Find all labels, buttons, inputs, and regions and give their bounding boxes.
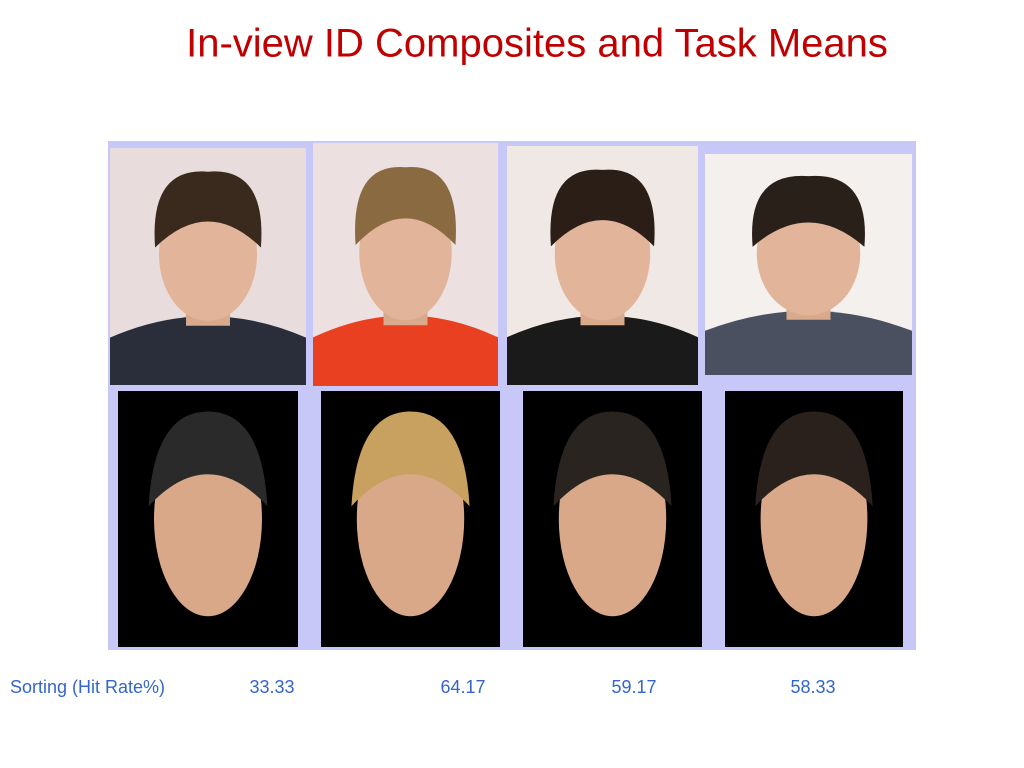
photo-grid [110, 143, 912, 647]
photo-shirt [313, 315, 498, 386]
composite-hair [148, 411, 268, 507]
composite-hair [755, 411, 873, 507]
slide-title: In-view ID Composites and Task Means [186, 22, 888, 66]
composite-hair [351, 411, 470, 507]
photo-hair [752, 175, 865, 247]
score-value: 64.17 [440, 677, 485, 697]
composite-hair [553, 411, 672, 507]
score-row: 33.33 64.17 59.17 58.33 [249, 677, 835, 697]
score-value: 33.33 [249, 677, 294, 697]
photo-shirt [507, 315, 698, 385]
row-label: Sorting (Hit Rate%) [10, 677, 165, 697]
score-value: 58.33 [790, 677, 835, 697]
photo-shirt [705, 310, 912, 375]
photo-hair [154, 171, 262, 248]
photo-hair [550, 169, 655, 247]
photo-hair [355, 167, 456, 246]
photo-shirt [110, 316, 306, 385]
score-value: 59.17 [611, 677, 656, 697]
